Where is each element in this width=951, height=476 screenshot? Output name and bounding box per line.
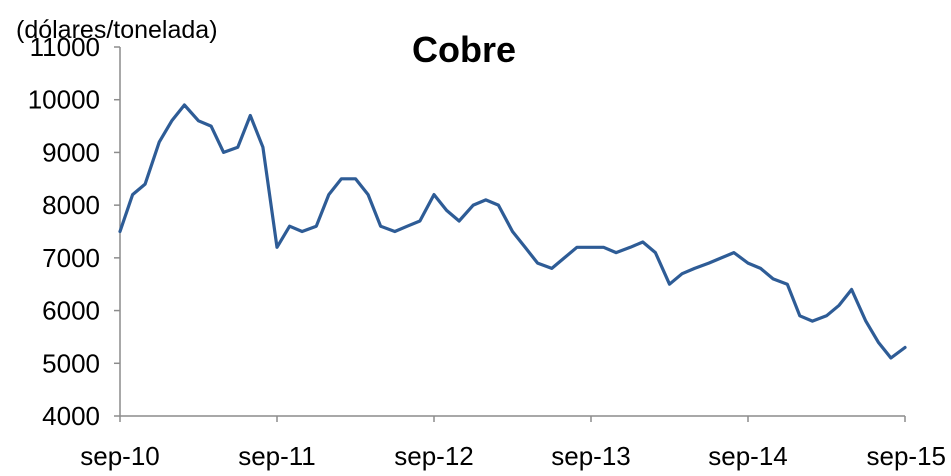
y-tick-label: 6000 (42, 296, 100, 326)
y-tick-label: 7000 (42, 243, 100, 273)
x-tick-label: sep-13 (551, 441, 631, 471)
x-tick-label: sep-15 (867, 441, 947, 471)
x-tick-label: sep-11 (238, 441, 316, 471)
x-ticks: sep-10 sep-11 sep-12 sep-13 sep-14 sep-15 (80, 416, 946, 471)
y-unit-label: (dólares/tonelada) (16, 16, 218, 44)
x-tick-label: sep-10 (80, 441, 160, 471)
y-tick-label: 11000 (30, 32, 100, 62)
chart-title: Cobre (412, 29, 516, 70)
copper-price-line (118, 103, 907, 360)
x-tick-label: sep-14 (708, 441, 788, 471)
y-tick-label: 8000 (42, 190, 100, 220)
y-tick-label: 4000 (42, 401, 100, 431)
y-ticks: 4000 5000 6000 7000 8000 9000 10000 11000 (28, 32, 120, 431)
y-tick-label: 10000 (28, 85, 100, 115)
x-tick-label: sep-12 (394, 441, 474, 471)
y-tick-label: 9000 (42, 137, 100, 167)
y-tick-label: 5000 (42, 348, 100, 378)
